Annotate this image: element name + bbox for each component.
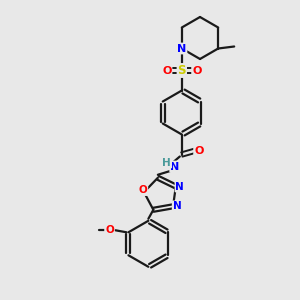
Text: S: S [178, 64, 186, 77]
Text: N: N [170, 161, 179, 172]
Text: H: H [162, 158, 171, 167]
Text: N: N [177, 44, 186, 53]
Text: O: O [105, 225, 114, 235]
Text: O: O [162, 65, 172, 76]
Text: O: O [194, 146, 203, 155]
Text: O: O [192, 65, 202, 76]
Text: N: N [173, 201, 182, 211]
Text: O: O [139, 185, 147, 195]
Text: N: N [176, 182, 184, 191]
